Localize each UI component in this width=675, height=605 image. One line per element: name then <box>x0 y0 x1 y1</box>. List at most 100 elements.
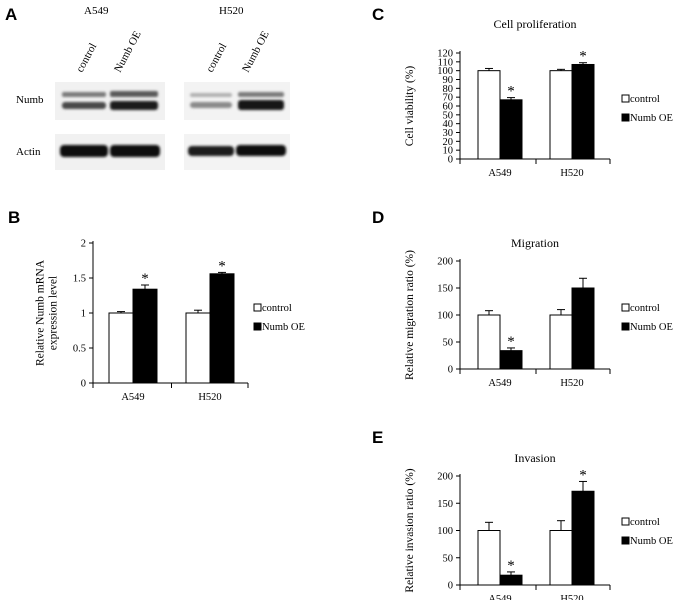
y-tick-label: 50 <box>443 338 454 349</box>
y-tick-label: 80 <box>443 84 454 95</box>
chart-b-mrna-expression: 0 0.5 1 1.5 2 A549 H520 Relative Numb mRNA expre… <box>35 239 305 404</box>
y-tick-label: 0 <box>448 365 453 376</box>
y-tick-label: 110 <box>438 57 453 68</box>
bar-control <box>549 314 573 370</box>
y-tick-label: 2 <box>81 239 86 250</box>
legend-swatch-control <box>621 94 630 103</box>
significance-marker: * <box>507 334 515 350</box>
legend-label: control <box>630 303 660 314</box>
cell-line-label-a549: A549 <box>84 5 109 17</box>
legend-label: control <box>630 94 660 105</box>
significance-marker: * <box>141 271 149 287</box>
blot-actin-a549 <box>55 134 165 170</box>
y-tick-label: 100 <box>437 311 453 322</box>
y-axis-label: Relative invasion ratio (%) <box>404 468 416 592</box>
bar-numb-oe <box>499 99 523 160</box>
y-axis-label: expression level <box>48 276 60 350</box>
chart-d-migration: Migration 0 50 100 150 200 A549 H520 Relative mi… <box>404 236 673 389</box>
legend-label: control <box>262 303 292 314</box>
y-axis-label: Relative Numb mRNA <box>35 259 47 366</box>
y-tick-label: 1.5 <box>73 274 86 285</box>
y-axis-label: Relative migration ratio (%) <box>404 250 416 380</box>
bar-control <box>185 312 211 384</box>
chart-c-cell-proliferation: Cell proliferation 0102030405060708090100… <box>404 17 673 179</box>
bar-numb-oe <box>571 63 595 160</box>
legend-swatch-control <box>621 517 630 526</box>
chart-title: Invasion <box>514 451 555 465</box>
legend-swatch-control <box>621 303 630 312</box>
x-tick-label: A549 <box>121 392 144 403</box>
y-tick-label: 1 <box>81 309 86 320</box>
y-tick-label: 0.5 <box>73 344 86 355</box>
y-tick-label: 20 <box>443 137 454 148</box>
y-tick-label: 10 <box>443 146 454 157</box>
significance-marker: * <box>579 467 587 483</box>
y-tick-label: 100 <box>437 66 453 77</box>
panel-letter-d: D <box>372 208 384 227</box>
y-tick-label: 0 <box>448 155 453 166</box>
legend-swatch-control <box>253 303 262 312</box>
y-tick-label: 40 <box>443 119 454 130</box>
chart-title: Cell proliferation <box>494 17 577 31</box>
y-tick-label: 200 <box>437 257 453 268</box>
y-tick-label: 0 <box>81 379 86 390</box>
significance-marker: * <box>218 258 226 274</box>
bar-numb-oe <box>571 287 595 370</box>
x-tick-label: H520 <box>560 594 583 600</box>
x-tick-label: A549 <box>488 594 511 600</box>
y-tick-label: 90 <box>443 75 454 86</box>
lane-label-control-1: control <box>74 41 99 74</box>
lane-label-numb-oe-1: Numb OE <box>112 29 144 75</box>
panel-letter-e: E <box>372 428 383 447</box>
legend-swatch-numb-oe <box>253 322 262 331</box>
bar-control <box>477 70 501 160</box>
x-tick-label: H520 <box>560 378 583 389</box>
blot-numb-h520 <box>184 82 290 120</box>
y-tick-label: 0 <box>448 581 453 592</box>
legend-swatch-numb-oe <box>621 536 630 545</box>
x-tick-label: H520 <box>198 392 221 403</box>
row-label-actin: Actin <box>16 146 41 158</box>
y-tick-label: 70 <box>443 93 454 104</box>
y-tick-label: 150 <box>437 284 453 295</box>
cell-line-label-h520: H520 <box>219 5 244 17</box>
y-tick-label: 50 <box>443 110 454 121</box>
y-tick-label: 120 <box>437 49 453 60</box>
bar-control <box>477 530 501 586</box>
x-tick-label: A549 <box>488 378 511 389</box>
chart-title: Migration <box>511 236 559 250</box>
bar-control <box>549 530 573 586</box>
y-tick-label: 200 <box>437 472 453 483</box>
bar-numb-oe <box>209 273 235 384</box>
y-tick-label: 30 <box>443 128 454 139</box>
bar-numb-oe <box>499 350 523 370</box>
y-tick-label: 150 <box>437 499 453 510</box>
blot-actin-h520 <box>184 134 290 170</box>
western-blot-panel: A549 H520 control Numb OE control Numb O… <box>16 5 290 170</box>
chart-e-invasion: Invasion 0 50 100 150 200 A549 H520 Relative inv… <box>404 451 673 605</box>
legend-label: Numb OE <box>630 536 673 547</box>
bar-control <box>477 314 501 370</box>
legend-swatch-numb-oe <box>621 322 630 331</box>
panel-letter-a: A <box>5 5 17 24</box>
significance-marker: * <box>507 558 515 574</box>
bar-numb-oe <box>132 288 158 384</box>
lane-label-numb-oe-2: Numb OE <box>240 29 272 75</box>
legend-label: Numb OE <box>630 113 673 124</box>
bar-numb-oe <box>571 490 595 586</box>
bar-numb-oe <box>499 574 523 586</box>
panel-letter-b: B <box>8 208 20 227</box>
significance-marker: * <box>507 84 515 100</box>
x-tick-label: A549 <box>488 168 511 179</box>
row-label-numb: Numb <box>16 94 44 106</box>
y-tick-label: 100 <box>437 526 453 537</box>
panel-letter-c: C <box>372 5 384 24</box>
legend-label: Numb OE <box>262 322 305 333</box>
y-axis-label: Cell viability (%) <box>404 66 416 147</box>
legend-label: Numb OE <box>630 322 673 333</box>
y-tick-label: 50 <box>443 553 454 564</box>
x-tick-label: H520 <box>560 168 583 179</box>
legend-swatch-numb-oe <box>621 113 630 122</box>
bar-control <box>549 70 573 160</box>
